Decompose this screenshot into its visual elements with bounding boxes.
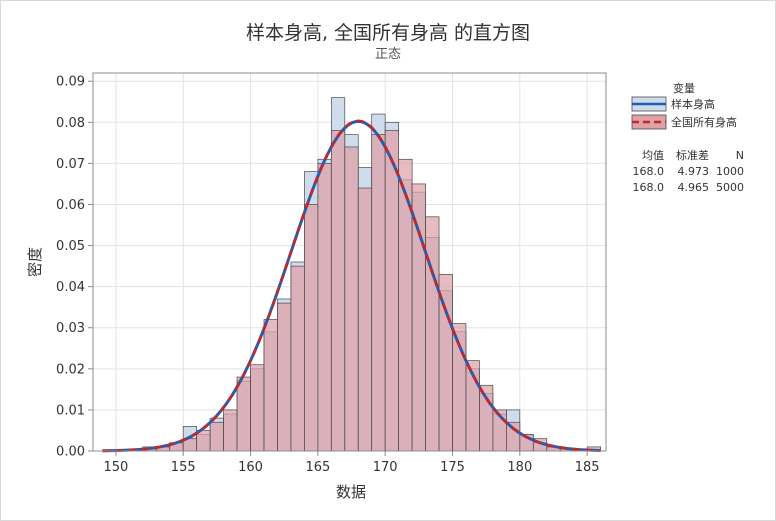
y-axis-ticks: 0.00 0.01 0.02 0.03 0.04 0.05 0.06 0.07 0.08 0.09 [56, 75, 93, 460]
fit-curve-1 [102, 119, 601, 453]
y-tick-label-0: 0.00 [56, 445, 85, 460]
bar-1-24 [411, 183, 426, 452]
bar-1-16 [304, 204, 319, 452]
fit-curves-layer [102, 119, 601, 453]
x-axis-label: 数据 [336, 483, 366, 501]
x-tick-label-0: 150 [103, 460, 128, 475]
stats-header-stdev: 标准差 [676, 148, 709, 162]
bar-1-15 [290, 265, 305, 452]
y-tick-label-2: 0.02 [56, 362, 85, 377]
bar-1-21 [371, 134, 386, 452]
bar-1-10 [223, 409, 238, 452]
x-tick-label-4: 170 [373, 460, 398, 475]
legend: 变量 样本身高 全国所有身高 均值 标准差 N 168.0 4.973 1000… [631, 81, 744, 194]
stats-n-population: 5000 [716, 181, 744, 194]
plot-area-border [92, 72, 607, 452]
bar-1-19 [344, 146, 359, 452]
legend-title: 变量 [673, 81, 695, 95]
x-axis-ticks: 150 155 160 165 170 175 180 185 [103, 451, 600, 475]
y-tick-label-8: 0.08 [56, 116, 85, 131]
y-axis-label: 密度 [26, 247, 44, 277]
stats-stdev-population: 4.965 [678, 181, 710, 194]
bar-1-11 [236, 376, 251, 452]
x-tick-label-2: 160 [238, 460, 263, 475]
bar-1-20 [357, 187, 373, 452]
y-tick-label-9: 0.09 [56, 75, 85, 90]
y-tick-label-5: 0.05 [56, 239, 85, 254]
bar-series-1 [142, 130, 601, 452]
stats-mean-population: 168.0 [633, 181, 665, 194]
bar-1-25 [425, 216, 440, 452]
x-tick-label-6: 180 [507, 460, 532, 475]
bar-1-9 [209, 421, 224, 452]
x-tick-label-3: 165 [305, 460, 330, 475]
stats-header-n: N [736, 149, 744, 162]
stats-n-sample: 1000 [716, 165, 744, 178]
bar-1-12 [250, 364, 265, 452]
stats-stdev-sample: 4.973 [678, 165, 710, 178]
legend-label-population: 全国所有身高 [671, 115, 737, 129]
bar-1-14 [277, 302, 292, 452]
x-tick-label-5: 175 [440, 460, 465, 475]
y-tick-label-7: 0.07 [56, 157, 85, 172]
x-tick-label-7: 185 [575, 460, 600, 475]
chart-title: 样本身高, 全国所有身高 的直方图 [246, 22, 530, 44]
stats-header-mean: 均值 [642, 149, 664, 162]
bar-1-18 [330, 130, 346, 452]
stats-mean-sample: 168.0 [633, 165, 665, 178]
bar-1-22 [384, 130, 399, 452]
y-tick-label-6: 0.06 [56, 198, 85, 213]
chart-subtitle: 正态 [375, 47, 401, 62]
bar-1-13 [263, 319, 278, 452]
bar-1-8 [196, 430, 211, 452]
x-tick-label-1: 155 [171, 460, 196, 475]
bars-layer [142, 97, 601, 452]
y-tick-label-1: 0.01 [56, 403, 85, 418]
bar-1-17 [317, 163, 332, 452]
legend-label-sample: 样本身高 [671, 97, 715, 111]
y-tick-label-4: 0.04 [56, 280, 85, 295]
y-tick-label-3: 0.03 [56, 321, 85, 336]
